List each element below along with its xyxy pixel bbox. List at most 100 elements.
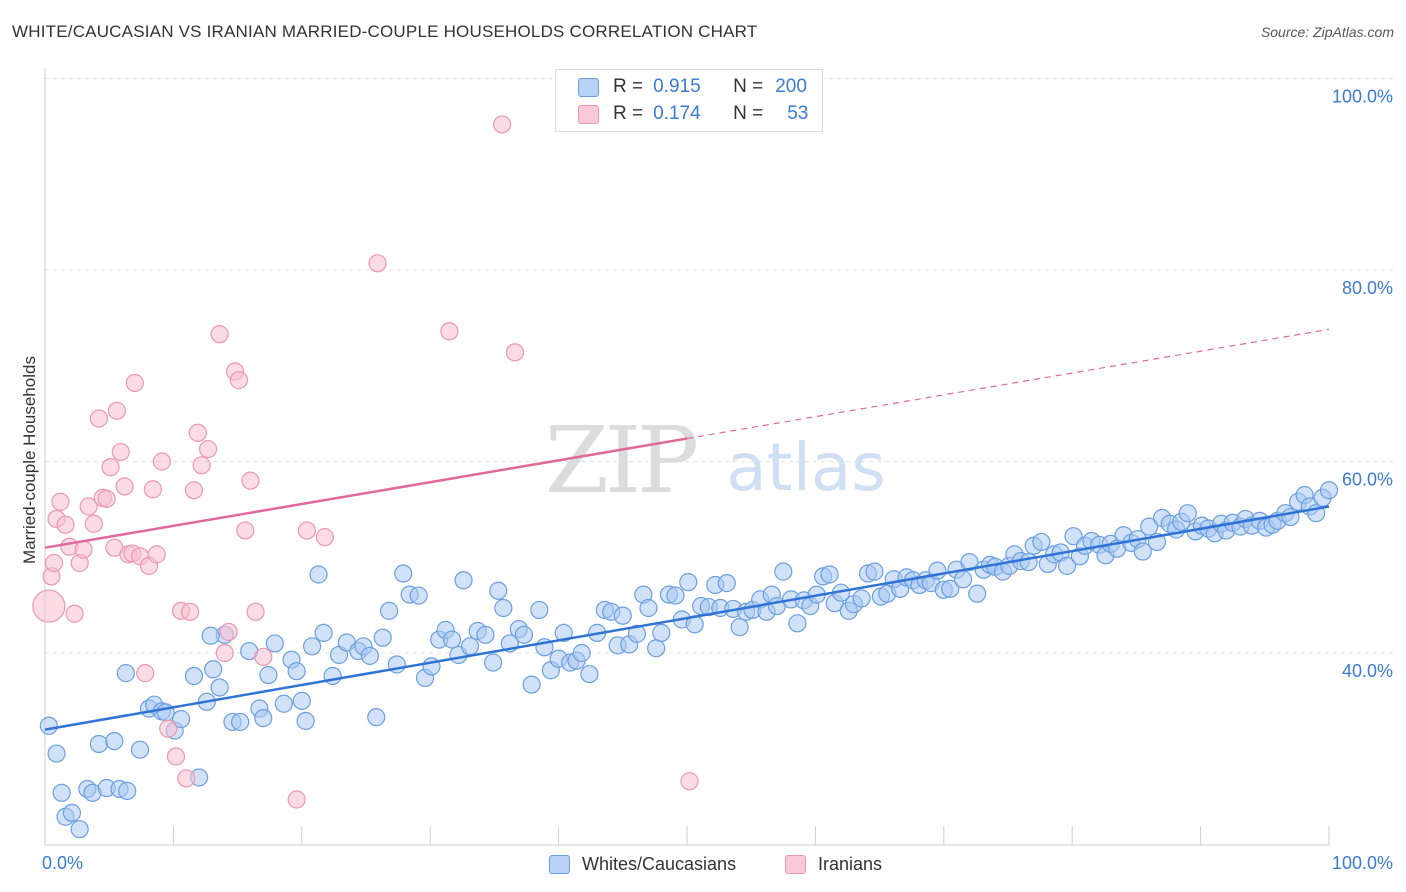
trend-lines (44, 328, 1330, 731)
data-point-iranians (215, 643, 234, 663)
data-point-iranians (143, 480, 162, 499)
data-point-whites (852, 589, 871, 608)
data-point-iranians (297, 521, 317, 540)
data-point-whites (1032, 532, 1051, 552)
x-tick-label: 0.0% (42, 853, 83, 873)
data-point-whites (530, 600, 549, 620)
data-point-iranians (505, 343, 525, 362)
data-point-iranians (101, 458, 120, 477)
data-point-iranians (246, 602, 265, 621)
legend-r-label: R = (613, 103, 644, 124)
y-tick-label: 80.0% (1342, 278, 1393, 298)
data-point-whites (296, 711, 315, 731)
data-point-whites (62, 803, 82, 823)
data-point-whites (70, 820, 89, 839)
legend-r-value: 0.915 (653, 76, 701, 97)
data-point-iranians (65, 604, 84, 623)
data-point-whites (394, 564, 413, 583)
data-point-whites (865, 562, 884, 581)
data-point-whites (647, 639, 666, 658)
data-point-whites (231, 712, 250, 732)
data-point-iranians (287, 790, 306, 809)
data-point-iranians (84, 514, 103, 533)
data-point-whites (210, 678, 229, 697)
data-point-whites (1019, 552, 1038, 572)
data-point-whites (130, 740, 150, 759)
bottom-legend-label: Iranians (818, 853, 883, 874)
data-point-whites (652, 623, 671, 642)
data-point-whites (730, 618, 749, 637)
legend-swatch-pink (578, 104, 599, 124)
data-point-whites (717, 574, 736, 593)
data-point-iranians (136, 664, 155, 683)
data-point-whites (484, 653, 503, 672)
y-tick-label: 100.0% (1332, 87, 1393, 107)
y-axis-label: Married-couple Households (20, 356, 39, 564)
data-point-whites (613, 606, 632, 625)
data-point-whites (39, 716, 58, 735)
source-label: Source: ZipAtlas.com (1260, 24, 1394, 40)
data-point-whites (572, 643, 591, 663)
data-point-whites (460, 637, 480, 656)
data-point-iranians (51, 492, 70, 511)
data-point-whites (960, 552, 979, 572)
data-point-iranians (159, 719, 178, 738)
data-point-whites (380, 601, 399, 620)
data-point-iranians (254, 647, 273, 666)
data-point-whites (489, 581, 508, 600)
legend-swatch-blue (578, 77, 599, 97)
data-point-iranians (236, 521, 255, 540)
data-point-whites (1319, 481, 1339, 500)
data-point-iranians (74, 540, 93, 559)
data-point-whites (360, 646, 379, 665)
axes (44, 68, 1330, 846)
data-point-iranians (493, 115, 512, 134)
data-point-iranians (188, 423, 207, 442)
watermark-atlas: atlas (726, 429, 886, 506)
data-point-iranians (152, 452, 171, 471)
data-point-iranians (180, 602, 200, 621)
legend-row-whites: R = 0.915 N = 200 (578, 75, 807, 99)
bottom-legend-label: Whites/Caucasians (582, 853, 737, 874)
data-point-iranians (44, 553, 64, 573)
data-point-whites (774, 562, 793, 581)
legend-n-value: 200 (775, 76, 807, 97)
bottom-swatch-pink (785, 854, 806, 874)
data-point-whites (666, 586, 685, 605)
data-point-iranians (680, 772, 699, 791)
series-iranians-points (32, 115, 699, 809)
data-point-iranians (198, 439, 218, 459)
data-point-iranians (107, 401, 127, 420)
data-point-whites (201, 626, 220, 645)
data-point-whites (1057, 556, 1077, 575)
data-point-whites (309, 565, 328, 584)
legend-r-value: 0.174 (653, 103, 701, 124)
bottom-swatch-blue (549, 854, 570, 874)
data-point-whites (788, 614, 807, 633)
data-point-iranians (184, 481, 204, 500)
data-point-whites (172, 709, 191, 729)
data-point-whites (89, 734, 109, 754)
data-point-whites (968, 584, 987, 603)
chart-title: WHITE/CAUCASIAN VS IRANIAN MARRIED-COUPL… (12, 22, 758, 41)
data-point-whites (941, 579, 960, 598)
bottom-legend-iranians: Iranians (785, 852, 882, 876)
data-point-whites (367, 708, 386, 727)
data-point-iranians (315, 528, 335, 547)
data-point-whites (580, 664, 599, 684)
data-point-whites (442, 630, 462, 649)
data-point-iranians (111, 442, 130, 462)
data-point-whites (679, 573, 698, 592)
watermark-zip: ZIP (545, 407, 696, 514)
data-point-whites (639, 598, 658, 618)
data-point-whites (52, 783, 71, 802)
data-point-whites (204, 660, 223, 679)
data-point-whites (820, 565, 839, 584)
data-point-iranians (241, 471, 260, 490)
data-point-whites (454, 571, 473, 590)
series-whites-points (39, 481, 1339, 839)
data-point-whites (1178, 504, 1197, 523)
x-tick-label: 100.0% (1332, 853, 1393, 873)
data-point-whites (522, 675, 541, 694)
